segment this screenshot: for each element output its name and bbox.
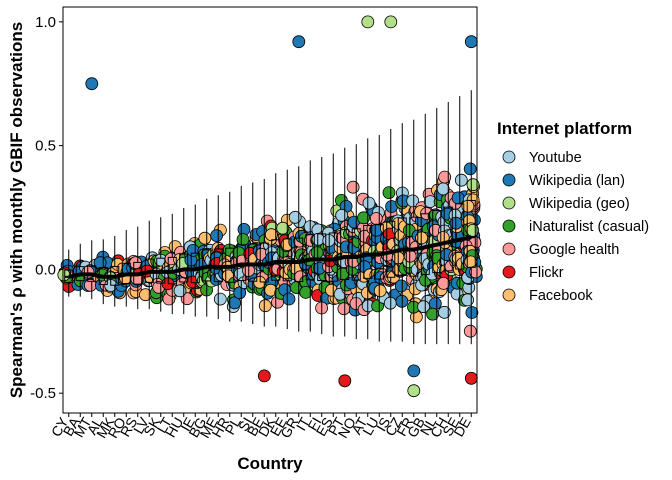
legend: Internet platform Youtube Wikipedia (lan)… bbox=[497, 119, 649, 304]
median-trend-line bbox=[68, 235, 472, 279]
legend-key bbox=[502, 150, 516, 164]
data-point bbox=[288, 210, 302, 224]
legend-label: Google health bbox=[529, 242, 619, 258]
outlier-point bbox=[464, 35, 478, 49]
data-point bbox=[394, 279, 408, 293]
legend-label: Flickr bbox=[529, 265, 564, 281]
x-tick-label: AT bbox=[348, 414, 371, 437]
outlier-point bbox=[361, 15, 375, 29]
outlier-point bbox=[85, 77, 99, 91]
data-point bbox=[463, 324, 477, 338]
outlier-point bbox=[407, 364, 421, 378]
data-point bbox=[335, 208, 349, 222]
data-point bbox=[451, 191, 465, 205]
legend-key bbox=[502, 242, 516, 256]
x-tick-label: PT bbox=[325, 414, 348, 438]
outlier-point bbox=[257, 369, 271, 383]
box bbox=[409, 216, 419, 277]
legend-title: Internet platform bbox=[497, 119, 632, 138]
legend-label: Wikipedia (lan) bbox=[529, 173, 625, 189]
data-point bbox=[437, 276, 450, 290]
data-point bbox=[465, 306, 479, 319]
legend-label: Youtube bbox=[529, 150, 582, 166]
data-point bbox=[299, 285, 313, 299]
plot-panel-border bbox=[62, 6, 478, 414]
legend-key bbox=[502, 265, 516, 279]
y-axis-title: Spearman's ρ with monthly GBIF observati… bbox=[7, 22, 26, 398]
data-point bbox=[417, 300, 431, 314]
box bbox=[340, 229, 350, 280]
y-tick-label: 1.0 bbox=[35, 14, 56, 31]
legend-key bbox=[502, 288, 516, 302]
x-tick-label: AL bbox=[83, 414, 106, 437]
x-tick-label: LU bbox=[359, 415, 382, 439]
axes-layer: 1.00.50.0-0.5CYBAMTALMKRORSLVSKLTHUIEBGM… bbox=[30, 14, 474, 441]
data-point bbox=[346, 180, 360, 194]
legend-key bbox=[502, 196, 516, 210]
data-point bbox=[310, 246, 324, 260]
data-point bbox=[337, 302, 351, 316]
box bbox=[466, 199, 476, 268]
box-layer bbox=[64, 90, 476, 345]
data-point bbox=[258, 299, 272, 313]
x-tick-label: NL bbox=[417, 414, 440, 438]
outlier-point bbox=[464, 371, 478, 385]
data-point bbox=[186, 243, 200, 257]
data-point bbox=[461, 293, 475, 307]
points-layer bbox=[57, 15, 483, 398]
x-tick-label: LT bbox=[153, 414, 175, 436]
data-point bbox=[282, 292, 296, 306]
y-tick-label: -0.5 bbox=[30, 385, 56, 402]
data-point bbox=[382, 186, 396, 200]
data-point bbox=[276, 221, 290, 235]
x-tick-label: LV bbox=[130, 414, 152, 437]
data-point bbox=[428, 297, 442, 311]
data-point bbox=[454, 173, 468, 187]
trend-layer bbox=[68, 235, 472, 279]
box bbox=[271, 239, 281, 281]
box bbox=[363, 225, 373, 279]
box bbox=[317, 233, 327, 281]
box bbox=[282, 238, 292, 282]
data-point bbox=[438, 170, 452, 184]
data-point bbox=[362, 196, 376, 210]
legend-key bbox=[502, 219, 516, 233]
box bbox=[420, 213, 430, 275]
data-point bbox=[373, 284, 387, 298]
data-point bbox=[466, 178, 480, 192]
data-point bbox=[173, 284, 187, 298]
data-point bbox=[357, 211, 371, 225]
data-point bbox=[228, 296, 242, 310]
box bbox=[305, 234, 315, 281]
data-point bbox=[437, 305, 451, 319]
legend-key bbox=[502, 173, 516, 187]
data-point bbox=[57, 268, 71, 282]
box bbox=[455, 203, 465, 270]
outlier-point bbox=[407, 384, 421, 398]
y-tick-label: 0.5 bbox=[35, 138, 56, 155]
outlier-point bbox=[384, 15, 398, 29]
box bbox=[397, 217, 407, 276]
data-point bbox=[198, 231, 212, 245]
data-point bbox=[406, 194, 420, 208]
box bbox=[432, 209, 442, 274]
outlier-point bbox=[292, 35, 306, 49]
outlier-point bbox=[338, 374, 352, 388]
data-point bbox=[463, 162, 477, 176]
data-point bbox=[236, 233, 250, 246]
x-tick-label: PL bbox=[221, 414, 244, 437]
legend-label: iNaturalist (casual) bbox=[529, 219, 649, 235]
data-point bbox=[213, 292, 227, 306]
y-tick-label: 0.0 bbox=[35, 261, 56, 278]
legend-label: Facebook bbox=[529, 288, 593, 304]
x-axis-title: Country bbox=[237, 454, 303, 473]
box bbox=[443, 206, 453, 272]
legend-label: Wikipedia (geo) bbox=[529, 196, 630, 212]
data-point bbox=[369, 212, 383, 225]
data-point bbox=[210, 229, 224, 243]
